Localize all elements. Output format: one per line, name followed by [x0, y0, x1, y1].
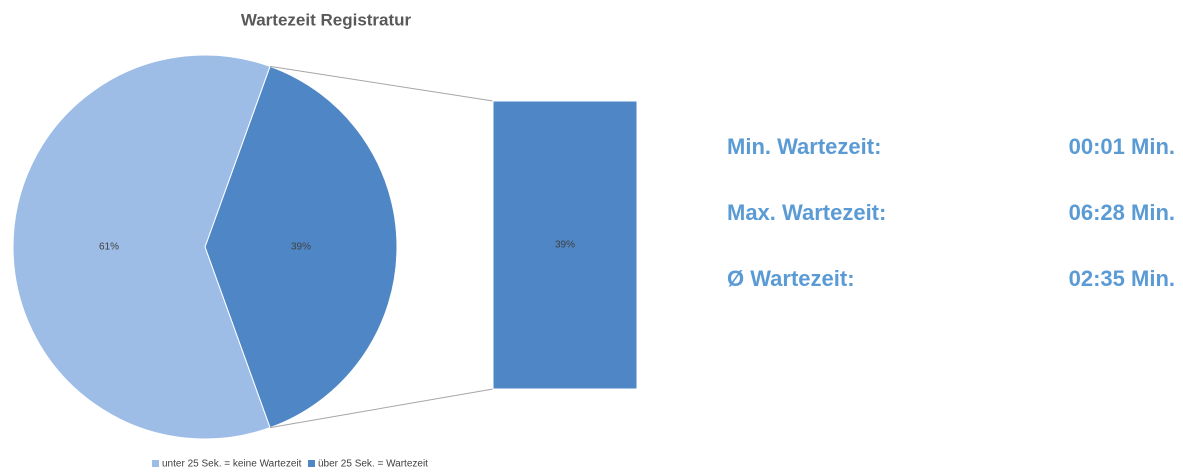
legend-swatch [308, 460, 315, 467]
connector-line [269, 388, 494, 429]
bar-of-pie [492, 100, 638, 390]
stat-label: Min. Wartezeit: [727, 134, 881, 159]
chart-title: Wartezeit Registratur [241, 10, 412, 29]
stat-value: 00:01 Min. [1069, 134, 1175, 159]
slice-label: 61% [99, 242, 119, 253]
pie-slice [204, 65, 398, 429]
stat-value: 06:28 Min. [1069, 200, 1175, 225]
connector-line [269, 65, 494, 102]
stat-value: 02:35 Min. [1069, 266, 1175, 291]
legend-label: über 25 Sek. = Wartezeit [318, 459, 428, 470]
legend-label: unter 25 Sek. = keine Wartezeit [162, 459, 302, 470]
slice-label: 39% [291, 242, 311, 253]
bar-label: 39% [555, 240, 575, 251]
stat-label: Max. Wartezeit: [727, 200, 886, 225]
stat-label: Ø Wartezeit: [727, 266, 855, 291]
legend-swatch [152, 460, 159, 467]
pie-slice [12, 54, 271, 440]
